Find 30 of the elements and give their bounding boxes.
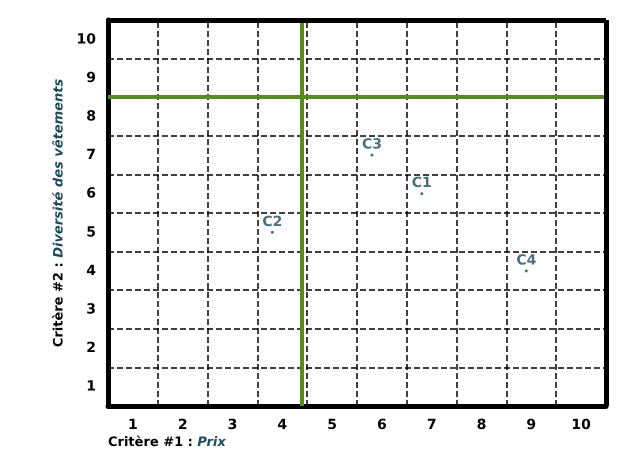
x-tick-label: 3 xyxy=(228,417,238,433)
y-tick-label: 9 xyxy=(86,70,96,86)
y-tick-label: 5 xyxy=(86,224,96,240)
y-tick-label: 8 xyxy=(86,108,96,124)
x-tick-label: 1 xyxy=(128,417,138,433)
series-label: C1 xyxy=(412,175,432,192)
x-tick-label: 10 xyxy=(571,417,592,433)
x-tick-label: 2 xyxy=(178,417,188,433)
y-tick-label: 2 xyxy=(86,340,96,356)
x-tick-label: 5 xyxy=(327,417,337,433)
y-tick-label: 6 xyxy=(86,186,96,202)
series-label: C2 xyxy=(262,214,282,230)
x-tick-label: 6 xyxy=(377,417,387,433)
y-tick-label: 4 xyxy=(86,262,96,279)
series-label: C4 xyxy=(516,252,537,268)
y-tick-label: 1 xyxy=(86,378,96,395)
x-tick-label: 4 xyxy=(277,417,288,433)
point xyxy=(420,192,424,196)
series-label: C3 xyxy=(362,136,382,153)
y-axis-title: Critère #2 : Diversité des vêtements xyxy=(52,78,67,348)
x-axis-title: Critère #1 : Prix xyxy=(108,435,226,450)
y-tick-label: 10 xyxy=(76,31,96,48)
point xyxy=(270,230,274,234)
y-tick-label: 7 xyxy=(86,147,96,164)
x-tick-label: 9 xyxy=(526,417,536,433)
y-tick-label: 3 xyxy=(86,302,96,318)
x-tick-label: 7 xyxy=(426,417,437,433)
point xyxy=(370,154,374,157)
x-tick-label: 8 xyxy=(476,417,486,433)
point xyxy=(524,269,528,272)
